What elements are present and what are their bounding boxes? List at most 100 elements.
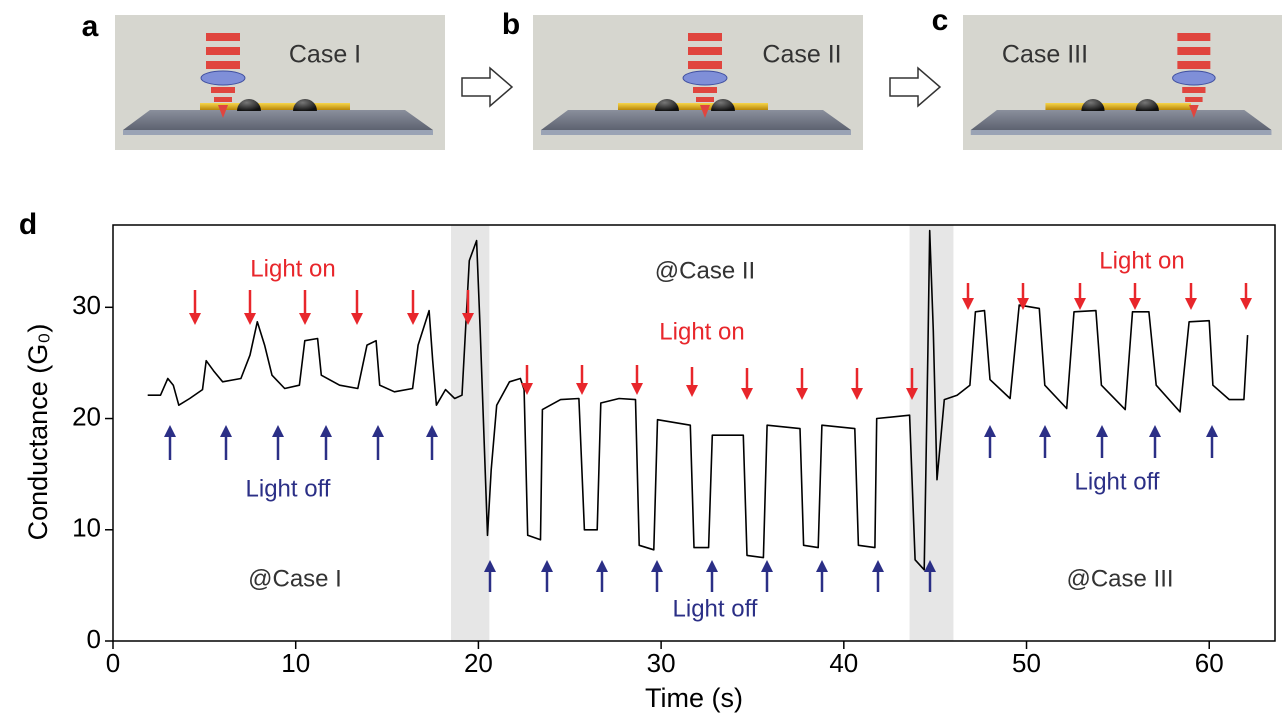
arrow-head — [962, 298, 974, 310]
indicator-arrow — [426, 425, 438, 460]
panel-caption: Case II — [762, 41, 841, 69]
indicator-arrow — [1129, 283, 1141, 310]
indicator-arrow — [631, 365, 643, 395]
arrow-head — [164, 425, 176, 437]
indicator-arrow — [1185, 283, 1197, 310]
arrow-head — [462, 313, 474, 325]
arrow-head — [484, 560, 496, 572]
panel-letter: d — [19, 208, 37, 241]
arrow-head — [1240, 298, 1252, 310]
indicator-arrow — [576, 365, 588, 395]
annotation: @Case III — [1066, 565, 1173, 592]
indicator-arrow — [1096, 425, 1108, 458]
arrow-head — [1039, 425, 1051, 437]
indicator-arrow — [1240, 283, 1252, 310]
arrow-head — [906, 388, 918, 400]
arrow-head — [686, 385, 698, 397]
y-tick-label: 0 — [87, 624, 101, 654]
indicator-arrow — [596, 560, 608, 592]
annotation: @Case II — [655, 257, 755, 284]
indicator-arrow — [872, 560, 884, 592]
arrow-head — [521, 383, 533, 395]
arrow-head — [1149, 425, 1161, 437]
indicator-arrow — [984, 425, 996, 458]
arrow-head — [189, 313, 201, 325]
indicator-arrow — [651, 560, 663, 592]
indicator-arrow — [816, 560, 828, 592]
plot-frame — [112, 224, 1276, 642]
indicator-arrow — [462, 290, 474, 325]
annotation: Light on — [250, 255, 335, 282]
indicator-arrow — [244, 290, 256, 325]
indicator-arrow — [1017, 283, 1029, 310]
indicator-arrow — [1149, 425, 1161, 458]
arrow-head — [220, 425, 232, 437]
y-tick-label: 10 — [72, 513, 101, 543]
indicator-arrow — [1039, 425, 1051, 458]
indicator-arrow — [372, 425, 384, 460]
arrow-head — [816, 560, 828, 572]
indicator-arrow — [741, 368, 753, 400]
x-tick-label: 20 — [464, 648, 493, 678]
arrow-head — [1074, 298, 1086, 310]
panel-caption: Case III — [1002, 41, 1088, 69]
arrow-head — [872, 560, 884, 572]
x-tick-label: 10 — [281, 648, 310, 678]
y-tick-label: 30 — [72, 290, 101, 320]
shaded-region — [451, 225, 490, 641]
indicator-arrow — [1206, 425, 1218, 458]
indicator-arrow — [761, 560, 773, 592]
indicator-arrow — [796, 368, 808, 400]
x-tick-label: 30 — [647, 648, 676, 678]
indicator-arrow — [484, 560, 496, 592]
panel-letter: c — [932, 4, 949, 37]
step-arrow — [461, 66, 942, 108]
annotation: Light on — [659, 318, 744, 345]
y-tick-label: 20 — [72, 401, 101, 431]
indicator-arrow — [541, 560, 553, 592]
indicator-arrow — [320, 425, 332, 460]
indicator-arrow — [706, 560, 718, 592]
arrow-head — [541, 560, 553, 572]
indicator-arrow — [924, 560, 936, 592]
indicator-arrow — [521, 365, 533, 395]
indicator-arrow — [272, 425, 284, 460]
arrow-head — [272, 425, 284, 437]
indicator-arrow — [164, 425, 176, 460]
indicator-arrow — [906, 368, 918, 400]
arrow-head — [1185, 298, 1197, 310]
x-tick-label: 40 — [829, 648, 858, 678]
arrow-head — [351, 313, 363, 325]
panel-letter: b — [502, 8, 520, 41]
arrow-head — [761, 560, 773, 572]
indicator-arrow — [686, 367, 698, 397]
indicator-arrow — [407, 290, 419, 325]
arrow-head — [1096, 425, 1108, 437]
annotation: Light off — [246, 475, 331, 502]
panel-c-image — [963, 15, 1282, 150]
arrow-head — [372, 425, 384, 437]
arrow-head — [796, 388, 808, 400]
arrow-head — [576, 383, 588, 395]
arrow-head — [984, 425, 996, 437]
arrow-head — [741, 388, 753, 400]
data-line — [147, 229, 1249, 571]
arrow-head — [1129, 298, 1141, 310]
x-tick-label: 50 — [1012, 648, 1041, 678]
arrow-head — [1017, 298, 1029, 310]
arrow-head — [320, 425, 332, 437]
arrow-head — [426, 425, 438, 437]
arrow-head — [651, 560, 663, 572]
panel-letter: a — [82, 10, 99, 43]
arrow-head — [851, 388, 863, 400]
arrow-head — [407, 313, 419, 325]
arrow-head — [706, 560, 718, 572]
annotation: @Case I — [248, 565, 342, 592]
annotation: Light on — [1099, 247, 1184, 274]
indicator-arrow — [189, 290, 201, 325]
indicator-arrow — [962, 283, 974, 310]
indicator-arrow — [299, 290, 311, 325]
arrow-head — [299, 313, 311, 325]
arrow-head — [596, 560, 608, 572]
